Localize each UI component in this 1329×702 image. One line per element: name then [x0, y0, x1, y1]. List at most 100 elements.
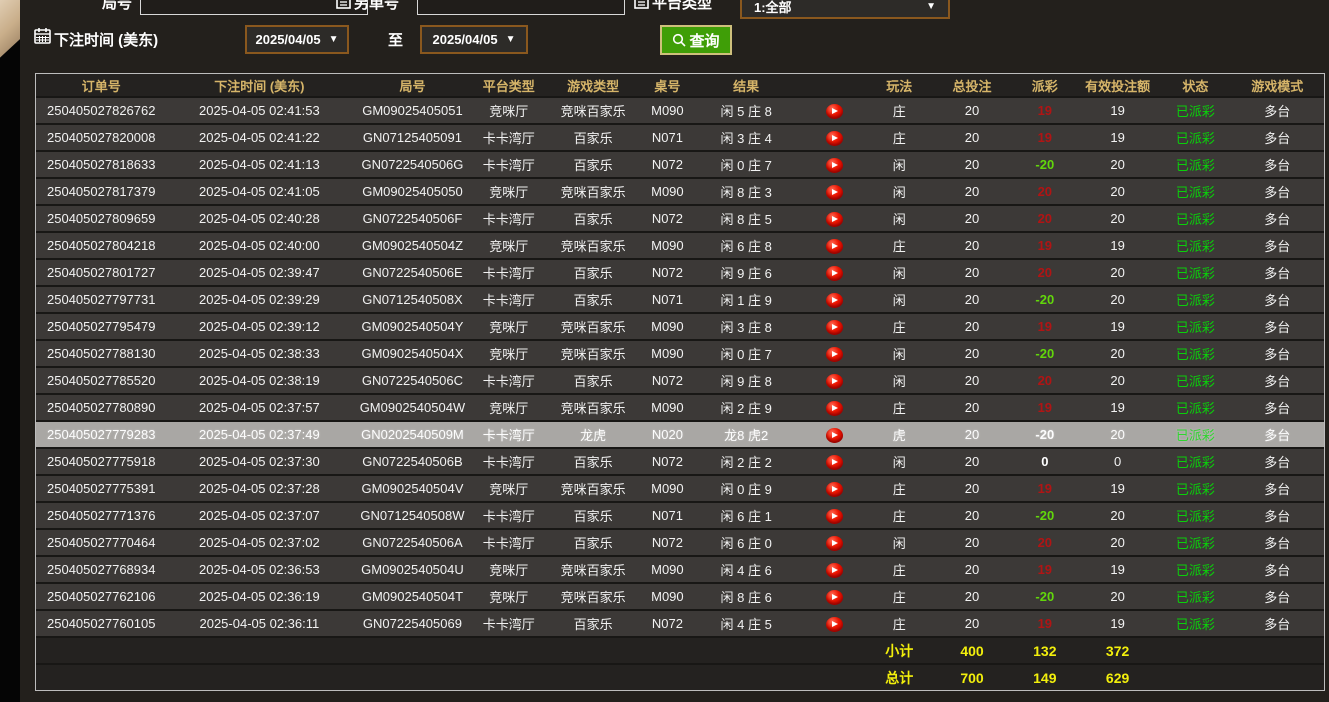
cell-total: 20: [964, 562, 980, 577]
col-game-type: 游戏类型: [544, 74, 642, 97]
table-row[interactable]: 250405027826762 2025-04-05 02:41:53 GM0902…: [36, 97, 1324, 124]
play-video-icon[interactable]: [825, 535, 843, 551]
play-video-icon[interactable]: [825, 103, 843, 119]
background-left-strip: [0, 0, 20, 702]
table-row[interactable]: 250405027785520 2025-04-05 02:38:19 GN0722…: [36, 367, 1324, 394]
cell-status: 已派彩: [1175, 104, 1215, 119]
table-row[interactable]: 250405027818633 2025-04-05 02:41:13 GN0722…: [36, 151, 1324, 178]
cell-mode: 多台: [1264, 158, 1291, 173]
play-video-icon[interactable]: [825, 211, 843, 227]
cell-mode: 多台: [1264, 131, 1291, 146]
cell-hall: 卡卡湾厅: [482, 131, 535, 146]
table-row[interactable]: 250405027804218 2025-04-05 02:40:00 GM0902…: [36, 232, 1324, 259]
cell-video: [799, 151, 869, 178]
play-video-icon[interactable]: [825, 265, 843, 281]
play-video-icon[interactable]: [825, 454, 843, 470]
cell-total: 20: [964, 589, 980, 604]
cell-mode: 多台: [1264, 617, 1291, 632]
play-video-icon[interactable]: [825, 319, 843, 335]
cell-round: GN0722540506C: [361, 373, 464, 388]
platform-type-select[interactable]: 1:全部 ▼: [740, 0, 950, 19]
table-row[interactable]: 250405027770464 2025-04-05 02:37:02 GN0722…: [36, 529, 1324, 556]
table-row[interactable]: 250405027795479 2025-04-05 02:39:12 GM0902…: [36, 313, 1324, 340]
cell-result: 闲 2 庄 2: [720, 455, 772, 470]
cell-total: 20: [964, 184, 980, 199]
play-video-icon[interactable]: [825, 427, 843, 443]
cell-result: 闲 0 庄 9: [720, 482, 772, 497]
table-row[interactable]: 250405027780890 2025-04-05 02:37:57 GM0902…: [36, 394, 1324, 421]
cell-hall: 竞咪厅: [489, 482, 529, 497]
total-payout: 149: [1033, 669, 1057, 686]
cell-video: [799, 124, 869, 151]
cell-valid: 20: [1110, 535, 1125, 550]
cell-time: 2025-04-05 02:39:47: [199, 265, 320, 280]
cell-bet: 庄: [892, 239, 906, 254]
cell-game: 百家乐: [573, 455, 613, 470]
cell-bet: 庄: [892, 104, 906, 119]
play-video-icon[interactable]: [825, 130, 843, 146]
play-video-icon[interactable]: [825, 157, 843, 173]
cell-order: 250405027795479: [47, 319, 156, 334]
table-row[interactable]: 250405027775391 2025-04-05 02:37:28 GM0902…: [36, 475, 1324, 502]
play-video-icon[interactable]: [825, 481, 843, 497]
table-row[interactable]: 250405027762106 2025-04-05 02:36:19 GM0902…: [36, 583, 1324, 610]
play-video-icon[interactable]: [825, 508, 843, 524]
cell-bet: 庄: [892, 590, 906, 605]
chevron-down-icon: ▼: [926, 1, 936, 12]
play-video-icon[interactable]: [825, 589, 843, 605]
cell-order: 250405027785520: [47, 373, 156, 388]
play-video-icon[interactable]: [825, 184, 843, 200]
search-button[interactable]: 查询: [660, 25, 732, 55]
cell-video: [799, 286, 869, 313]
cell-status: 已派彩: [1175, 158, 1215, 173]
cell-result: 龙8 虎2: [724, 428, 769, 443]
play-video-icon[interactable]: [825, 373, 843, 389]
table-row[interactable]: 250405027779283 2025-04-05 02:37:49 GN0202…: [36, 421, 1324, 448]
cell-video: [799, 178, 869, 205]
play-video-icon[interactable]: [825, 616, 843, 632]
cell-bet: 庄: [892, 482, 906, 497]
play-video-icon[interactable]: [825, 238, 843, 254]
cell-round: GM09025405050: [362, 184, 463, 199]
cell-payout: 19: [1037, 103, 1053, 118]
cell-result: 闲 9 庄 6: [720, 266, 772, 281]
order-filter-label: 另单号: [354, 0, 400, 12]
subtotal-valid-bet: 372: [1105, 642, 1130, 659]
play-video-icon[interactable]: [825, 562, 843, 578]
col-status: 状态: [1160, 74, 1231, 97]
cell-video: [799, 583, 869, 610]
cell-round: GM0902540504V: [361, 481, 464, 496]
table-row[interactable]: 250405027797731 2025-04-05 02:39:29 GN0712…: [36, 286, 1324, 313]
order-number-input[interactable]: [417, 0, 625, 15]
cell-result: 闲 8 庄 3: [720, 185, 772, 200]
table-row[interactable]: 250405027771376 2025-04-05 02:37:07 GN0712…: [36, 502, 1324, 529]
play-video-icon[interactable]: [825, 292, 843, 308]
cell-bet: 闲: [892, 374, 906, 389]
table-row[interactable]: 250405027820008 2025-04-05 02:41:22 GN0712…: [36, 124, 1324, 151]
date-from-select[interactable]: 2025/04/05 ▼: [245, 25, 349, 54]
date-to-select[interactable]: 2025/04/05 ▼: [420, 25, 528, 54]
table-row[interactable]: 250405027817379 2025-04-05 02:41:05 GM0902…: [36, 178, 1324, 205]
platform-type-label: 平台类型: [652, 0, 713, 12]
play-video-icon[interactable]: [825, 346, 843, 362]
cell-time: 2025-04-05 02:41:05: [199, 184, 320, 199]
table-row[interactable]: 250405027775918 2025-04-05 02:37:30 GN0722…: [36, 448, 1324, 475]
table-row[interactable]: 250405027768934 2025-04-05 02:36:53 GM0902…: [36, 556, 1324, 583]
table-row[interactable]: 250405027809659 2025-04-05 02:40:28 GN0722…: [36, 205, 1324, 232]
table-row[interactable]: 250405027788130 2025-04-05 02:38:33 GM0902…: [36, 340, 1324, 367]
calendar-icon: [34, 27, 51, 44]
cell-video: [799, 610, 869, 637]
cell-video: [799, 556, 869, 583]
cell-table: M090: [651, 103, 684, 118]
col-table-no: 桌号: [641, 74, 694, 97]
cell-video: [799, 97, 869, 124]
round-number-input[interactable]: [140, 0, 368, 15]
cell-time: 2025-04-05 02:36:19: [199, 589, 320, 604]
cell-hall: 竞咪厅: [489, 401, 529, 416]
table-row[interactable]: 250405027801727 2025-04-05 02:39:47 GN0722…: [36, 259, 1324, 286]
play-video-icon[interactable]: [825, 400, 843, 416]
cell-game: 百家乐: [573, 536, 613, 551]
cell-game: 百家乐: [573, 266, 613, 281]
table-row[interactable]: 250405027760105 2025-04-05 02:36:11 GN0722…: [36, 610, 1324, 637]
cell-round: GM0902540504X: [361, 346, 464, 361]
